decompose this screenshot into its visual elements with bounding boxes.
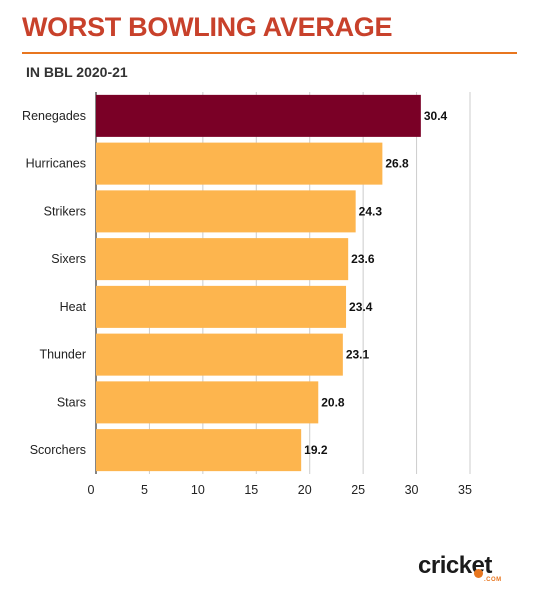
bars (96, 94, 421, 472)
bar (96, 333, 343, 376)
value-label: 26.8 (385, 157, 409, 171)
bar (96, 142, 383, 185)
x-tick-label: 10 (191, 483, 205, 497)
bar (96, 190, 356, 233)
x-tick-label: 0 (88, 483, 95, 497)
x-tick-label: 15 (244, 483, 258, 497)
labels: 0 5 10 15 20 25 30 35 Renegades 30.4 Hurricanes 26.… (22, 109, 472, 497)
x-tick-label: 20 (298, 483, 312, 497)
x-tick-label: 25 (351, 483, 365, 497)
value-label: 30.4 (424, 109, 448, 123)
title-divider (22, 52, 517, 54)
value-label: 23.4 (349, 300, 373, 314)
x-tick-label: 5 (141, 483, 148, 497)
category-label: Sixers (51, 252, 86, 266)
logo-suffix: .COM (484, 577, 502, 583)
category-label: Hurricanes (26, 157, 86, 171)
x-tick-label: 30 (405, 483, 419, 497)
category-label: Thunder (39, 348, 86, 362)
category-label: Scorchers (30, 443, 86, 457)
value-label: 19.2 (304, 443, 328, 457)
value-label: 23.6 (351, 252, 375, 266)
bar (96, 381, 319, 424)
logo-ball-icon (474, 569, 483, 578)
category-label: Stars (57, 395, 86, 409)
bar (96, 429, 302, 472)
category-label: Renegades (22, 109, 86, 123)
x-tick-label: 35 (458, 483, 472, 497)
bar (96, 238, 349, 281)
category-label: Heat (60, 300, 87, 314)
chart-subtitle: IN BBL 2020-21 (26, 64, 128, 80)
value-label: 20.8 (321, 395, 345, 409)
value-label: 24.3 (359, 204, 383, 218)
bar (96, 94, 421, 137)
cricket-com-logo: cricket .COM (418, 552, 510, 586)
category-label: Strikers (44, 204, 86, 218)
bar (96, 285, 347, 328)
value-label: 23.1 (346, 348, 370, 362)
chart-title: WORST BOWLING AVERAGE (22, 12, 393, 42)
